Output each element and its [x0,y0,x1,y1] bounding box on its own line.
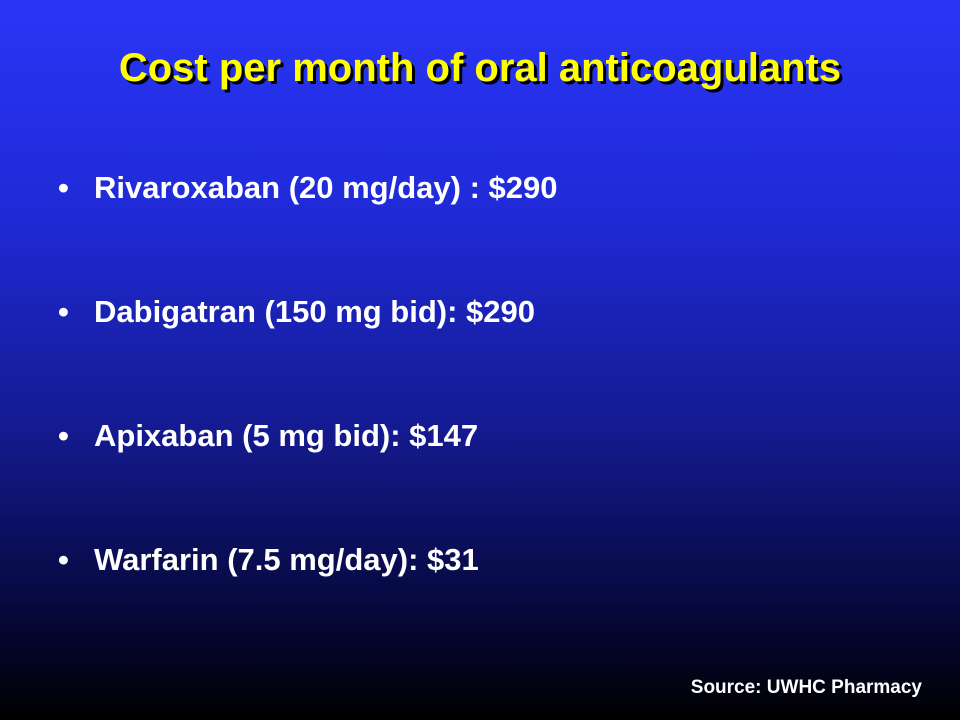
slide-title: Cost per month of oral anticoagulants [118,46,842,90]
bullet-dot-icon: • [58,418,69,453]
bullet-item-warfarin: • Warfarin (7.5 mg/day): $31 [58,532,557,656]
bullet-item-dabigatran: • Dabigatran (150 mg bid): $290 [58,284,557,408]
bullet-dot-icon: • [58,542,69,577]
bullet-text: Warfarin (7.5 mg/day): $31 [94,542,479,577]
bullet-item-rivaroxaban: • Rivaroxaban (20 mg/day) : $290 [58,160,557,284]
bullet-list: • Rivaroxaban (20 mg/day) : $290 • Dabigat… [58,160,557,656]
bullet-text: Rivaroxaban (20 mg/day) : $290 [94,170,558,205]
bullet-text: Apixaban (5 mg bid): $147 [94,418,479,453]
bullet-dot-icon: • [58,170,69,205]
bullet-text: Dabigatran (150 mg bid): $290 [94,294,536,329]
bullet-item-apixaban: • Apixaban (5 mg bid): $147 [58,408,557,532]
bullet-dot-icon: • [58,294,69,329]
source-note: Source: UWHC Pharmacy [690,677,922,698]
